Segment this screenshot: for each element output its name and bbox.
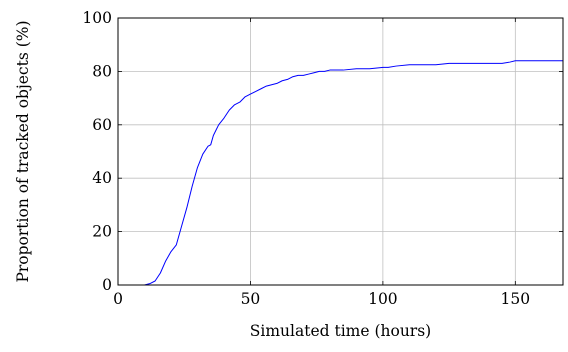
y-tick-label: 40 bbox=[92, 169, 112, 187]
x-tick-label: 50 bbox=[241, 290, 261, 308]
y-tick-label: 20 bbox=[92, 223, 112, 241]
x-tick-label: 0 bbox=[113, 290, 123, 308]
grid-lines bbox=[117, 17, 563, 286]
y-tick-label: 0 bbox=[102, 276, 112, 294]
y-tick-label: 80 bbox=[92, 62, 112, 80]
axis-ticks: 0 50 100 150 0 20 40 60 80 100 bbox=[82, 9, 563, 308]
plot-frame bbox=[117, 17, 564, 286]
y-axis-title: Proportion of tracked objects (%) bbox=[14, 20, 32, 282]
x-axis-title: Simulated time (hours) bbox=[250, 322, 431, 340]
y-tick-label: 60 bbox=[92, 116, 112, 134]
series-layer bbox=[118, 60, 563, 286]
y-tick-label: 100 bbox=[82, 9, 112, 27]
x-tick-label: 150 bbox=[501, 290, 531, 308]
series-line bbox=[118, 60, 563, 286]
x-tick-label: 100 bbox=[368, 290, 398, 308]
